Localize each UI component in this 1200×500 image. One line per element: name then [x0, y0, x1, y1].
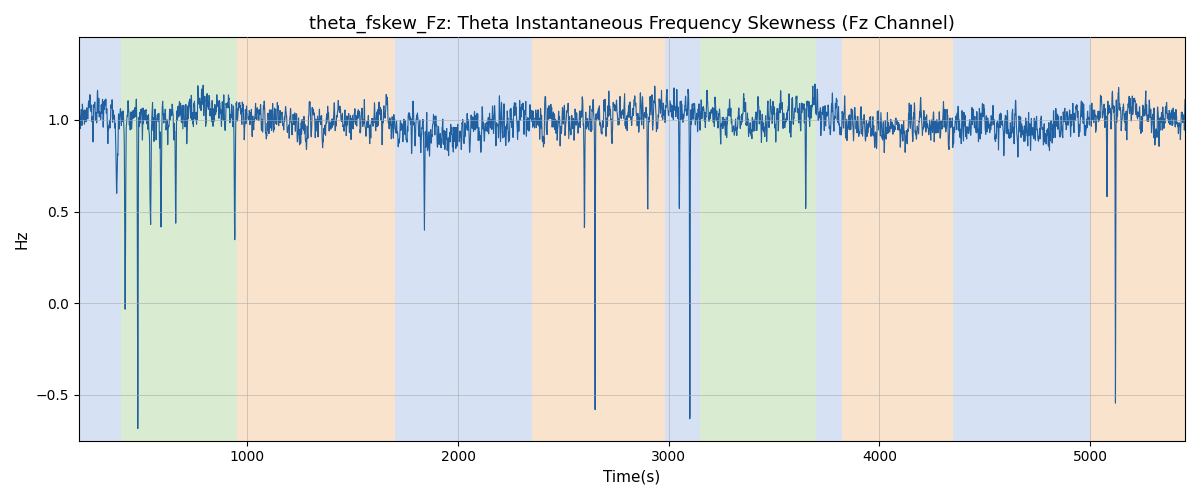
Bar: [953, 38, 1090, 440]
Bar: [236, 38, 395, 440]
Bar: [816, 38, 841, 440]
Bar: [121, 38, 236, 440]
Bar: [665, 38, 701, 440]
X-axis label: Time(s): Time(s): [604, 470, 660, 485]
Bar: [395, 38, 532, 440]
Bar: [79, 38, 121, 440]
Y-axis label: Hz: Hz: [14, 230, 30, 249]
Bar: [532, 38, 665, 440]
Bar: [701, 38, 816, 440]
Bar: [841, 38, 953, 440]
Title: theta_fskew_Fz: Theta Instantaneous Frequency Skewness (Fz Channel): theta_fskew_Fz: Theta Instantaneous Freq…: [308, 15, 955, 34]
Bar: [1090, 38, 1184, 440]
